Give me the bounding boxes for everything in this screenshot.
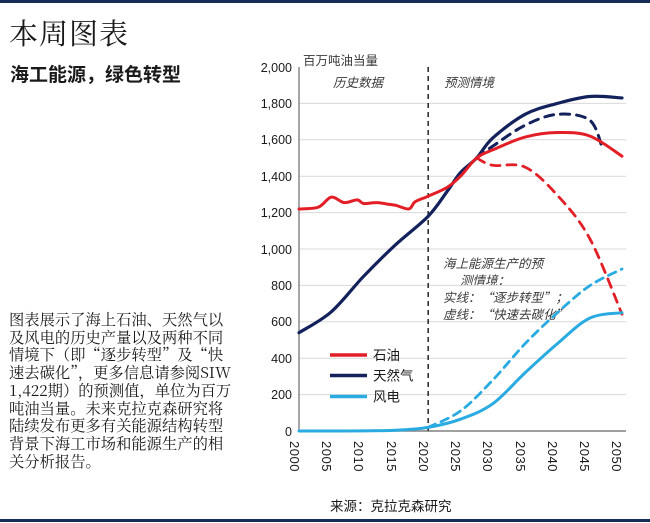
svg-text:石油: 石油	[373, 344, 400, 364]
svg-text:风电: 风电	[373, 386, 400, 406]
svg-text:天然气: 天然气	[373, 365, 414, 385]
